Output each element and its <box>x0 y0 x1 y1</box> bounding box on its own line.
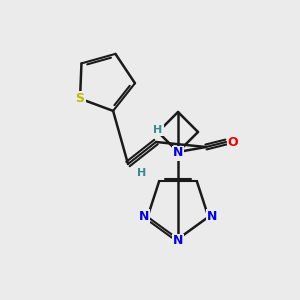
Text: H: H <box>137 168 147 178</box>
Text: O: O <box>228 136 238 148</box>
Text: H: H <box>153 125 163 135</box>
Text: N: N <box>207 210 218 224</box>
Text: S: S <box>76 92 85 105</box>
Text: N: N <box>138 210 149 224</box>
Text: N: N <box>173 146 183 160</box>
Text: N: N <box>173 235 183 248</box>
